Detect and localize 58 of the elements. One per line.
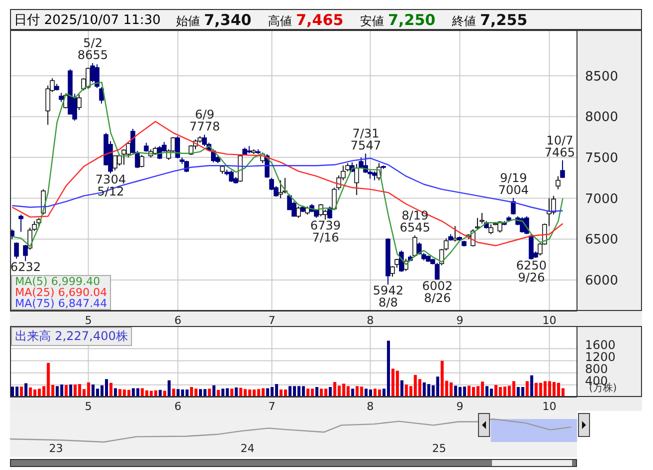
x-tick-label: 5 (84, 400, 92, 413)
x-tick-label: 6 (174, 400, 182, 413)
x-tick-label: 10 (542, 400, 556, 413)
x-tick-label: 9 (456, 400, 464, 413)
candlestick (434, 262, 440, 280)
chart-title: 日付 2025/10/07 11:30 (14, 12, 162, 28)
candlestick (560, 160, 565, 178)
candlestick (126, 142, 131, 158)
annotation: 10/7 7465 (544, 133, 576, 160)
x-tick-label: 6 (174, 314, 182, 327)
y-tick-label: 1200 (585, 350, 616, 364)
annotation: 5942 8/8 (372, 284, 404, 310)
text: MA(5) 6,999.40 (15, 275, 100, 288)
annotation: 8/19 6545 (400, 208, 430, 234)
candlestick (139, 154, 144, 168)
chart-subtitle: 始値 7,340 高値 7,465 安値 7,250 終値 7,255 (176, 10, 528, 28)
y-tick-label: 7500 (585, 151, 618, 166)
y-tick-label: 6000 (585, 274, 618, 289)
annotation: 6250 9/26 (516, 258, 547, 285)
candlestick (14, 242, 19, 260)
x-tick-label: 25 (432, 442, 446, 455)
annotation: 6002 8/26 (422, 278, 453, 305)
y-tick-label: 8500 (585, 69, 618, 84)
annotation: 6232 (10, 260, 41, 274)
x-tick-label: 8 (366, 400, 374, 413)
y-tick-label: 800 (585, 362, 608, 376)
y-tick-label: 1600 (585, 338, 616, 352)
x-tick-label: 24 (240, 442, 255, 455)
x-tick-label: 9 (456, 314, 464, 327)
annotation: 7/31 7547 (350, 126, 382, 153)
x-tick-label: 5 (84, 314, 92, 327)
x-tick-label: 7 (268, 400, 276, 413)
chart-title: 出来高 2,227,400株 (11, 327, 132, 346)
y-tick-label: 8000 (585, 110, 618, 126)
annotation: 5/2 8655 (78, 36, 108, 62)
candlestick (228, 170, 234, 182)
candlestick (488, 224, 494, 235)
annotation: 7304 5/12 (95, 172, 126, 198)
x-tick-label: 10 (542, 314, 556, 327)
candlestick (556, 176, 560, 190)
candlestick (296, 206, 301, 218)
x-tick-label: 7 (268, 314, 276, 327)
candlestick (412, 234, 418, 258)
y-tick-label: 6500 (585, 232, 618, 248)
candlestick (398, 250, 404, 272)
x-tick-label: 23 (48, 442, 63, 455)
text: MA(25) 6,690.04 (15, 286, 108, 299)
candlestick (76, 94, 82, 111)
annotation: 6/9 7778 (189, 108, 220, 134)
annotation: 6739 7/16 (310, 218, 341, 245)
candlestick (452, 226, 458, 242)
candlestick (23, 244, 28, 262)
annotation: 9/19 7004 (498, 170, 529, 197)
y-tick-label: 7000 (585, 192, 618, 207)
text: MA(75) 6,847.44 (15, 297, 108, 310)
x-tick-label: 8 (366, 314, 374, 327)
candlestick (354, 163, 360, 196)
candlestick (18, 214, 24, 232)
